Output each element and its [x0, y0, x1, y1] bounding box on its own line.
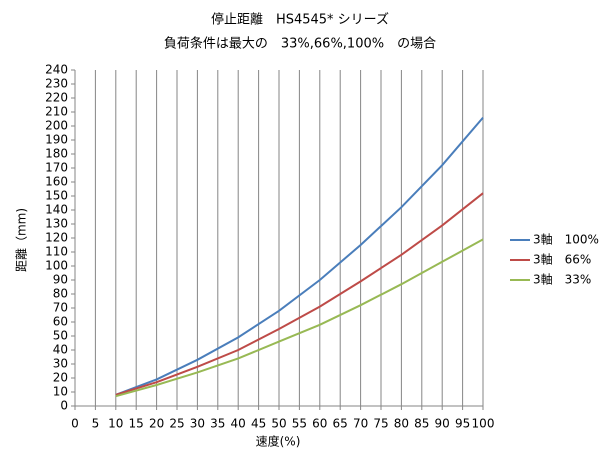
y-tick-label: 50	[53, 329, 68, 343]
x-tick-label: 75	[373, 417, 388, 431]
x-tick-label: 35	[210, 417, 225, 431]
y-tick-label: 170	[45, 161, 68, 175]
chart-subtitle: 負荷条件は最大の 33%,66%,100% の場合	[164, 36, 436, 52]
y-tick-label: 60	[53, 315, 68, 329]
y-tick-label: 110	[45, 245, 68, 259]
x-tick-label: 65	[333, 417, 348, 431]
x-tick-label: 60	[312, 417, 327, 431]
legend-label: 3軸 33%	[533, 273, 591, 287]
x-tick-label: 90	[435, 417, 450, 431]
y-tick-label: 190	[45, 133, 68, 147]
y-tick-label: 130	[45, 217, 68, 231]
line-series	[115, 116, 484, 396]
y-tick-label: 210	[45, 105, 68, 119]
x-tick-label: 80	[394, 417, 409, 431]
y-tick-label: 160	[45, 175, 68, 189]
x-tick-label: 70	[353, 417, 368, 431]
y-tick-label: 220	[45, 91, 68, 105]
y-tick-label: 140	[45, 203, 68, 217]
x-tick-label: 30	[190, 417, 205, 431]
x-tick-label: 45	[251, 417, 266, 431]
chart-title: 停止距離 HS4545* シリーズ	[211, 12, 389, 28]
y-tick-label: 150	[45, 189, 68, 203]
x-tick-label: 100	[472, 417, 495, 431]
line-series	[115, 192, 484, 396]
y-tick-label: 30	[53, 357, 68, 371]
y-tick-label: 0	[60, 399, 68, 413]
legend-label: 3軸 66%	[533, 253, 591, 267]
x-tick-label: 40	[231, 417, 246, 431]
x-tick-label: 85	[414, 417, 429, 431]
legend-label: 3軸 100%	[533, 233, 599, 247]
x-tick-label: 25	[169, 417, 184, 431]
y-axis-label: 距離（mm)	[15, 208, 29, 272]
x-axis-label: 速度(%)	[256, 434, 301, 449]
y-tick-label: 70	[53, 301, 68, 315]
x-tick-label: 55	[292, 417, 307, 431]
y-tick-label: 180	[45, 147, 68, 161]
x-tick-label: 5	[92, 417, 100, 431]
y-tick-label: 90	[53, 273, 68, 287]
line-series	[115, 238, 484, 398]
y-tick-label: 240	[45, 63, 68, 77]
x-tick-label: 0	[71, 417, 79, 431]
y-tick-label: 40	[53, 343, 68, 357]
y-tick-label: 100	[45, 259, 68, 273]
x-tick-label: 95	[455, 417, 470, 431]
y-tick-label: 20	[53, 371, 68, 385]
y-tick-label: 200	[45, 119, 68, 133]
x-tick-label: 15	[129, 417, 144, 431]
y-tick-label: 80	[53, 287, 68, 301]
y-tick-label: 120	[45, 231, 68, 245]
x-tick-label: 50	[271, 417, 286, 431]
y-tick-label: 230	[45, 77, 68, 91]
x-tick-label: 20	[149, 417, 164, 431]
x-tick-label: 10	[108, 417, 123, 431]
y-tick-label: 10	[53, 385, 68, 399]
